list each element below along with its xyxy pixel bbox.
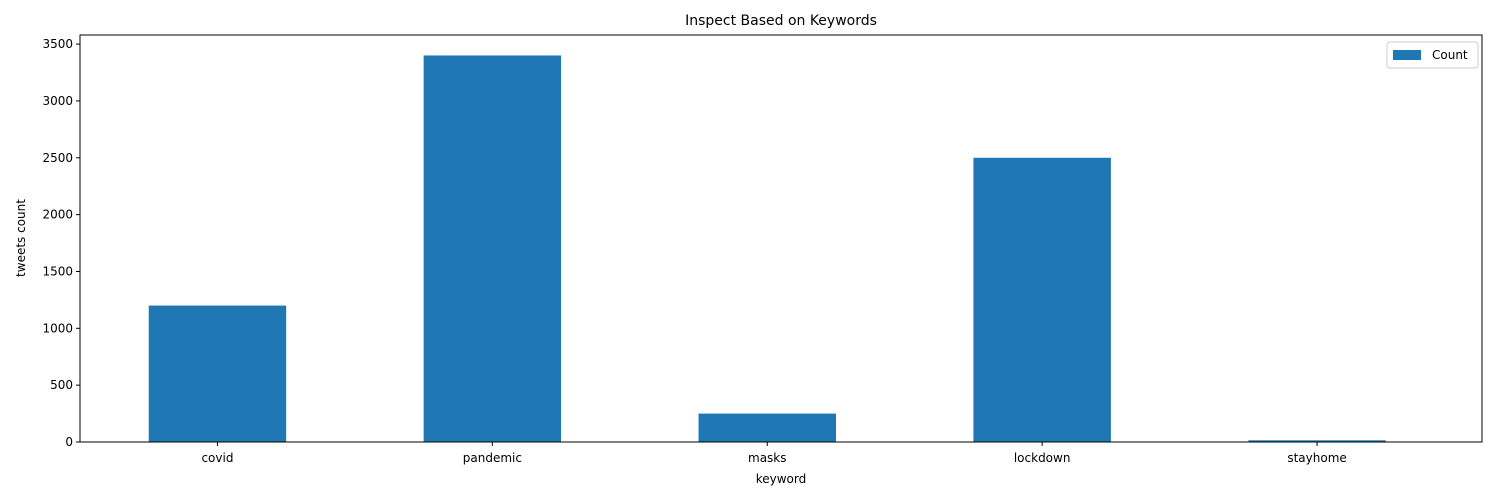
x-axis-label: keyword [756,472,807,486]
x-tick-label: masks [748,451,787,465]
x-tick-label: stayhome [1287,451,1346,465]
bars-layer [148,55,1386,443]
y-tick-label: 1500 [42,264,73,278]
legend-swatch [1393,50,1421,60]
legend: Count [1386,41,1479,69]
x-tick-label: pandemic [463,451,522,465]
y-tick-label: 500 [50,378,73,392]
y-tick-label: 2500 [42,151,73,165]
y-axis-label: tweets count [14,199,28,277]
bar-lockdown [973,157,1111,443]
y-tick-label: 3000 [42,94,73,108]
y-tick-label: 1000 [42,321,73,335]
chart-title: Inspect Based on Keywords [685,13,877,29]
plot-frame [79,34,1483,443]
y-tick-label: 0 [65,435,73,449]
y-tick-label: 3500 [42,37,73,51]
y-axis-ticks: 0 500 1000 1500 2000 2500 3000 3500 [42,37,80,449]
y-tick-label: 2000 [42,208,73,222]
bar-stayhome [1248,440,1386,442]
legend-box [1386,41,1479,69]
legend-label: Count [1432,48,1468,62]
bar-pandemic [423,55,562,443]
x-axis-ticks: covid pandemic masks lockdown stayhome [201,442,1347,465]
bar-masks [698,413,836,442]
x-tick-label: lockdown [1014,451,1071,465]
x-tick-label: covid [201,451,233,465]
bar-covid [148,305,287,442]
